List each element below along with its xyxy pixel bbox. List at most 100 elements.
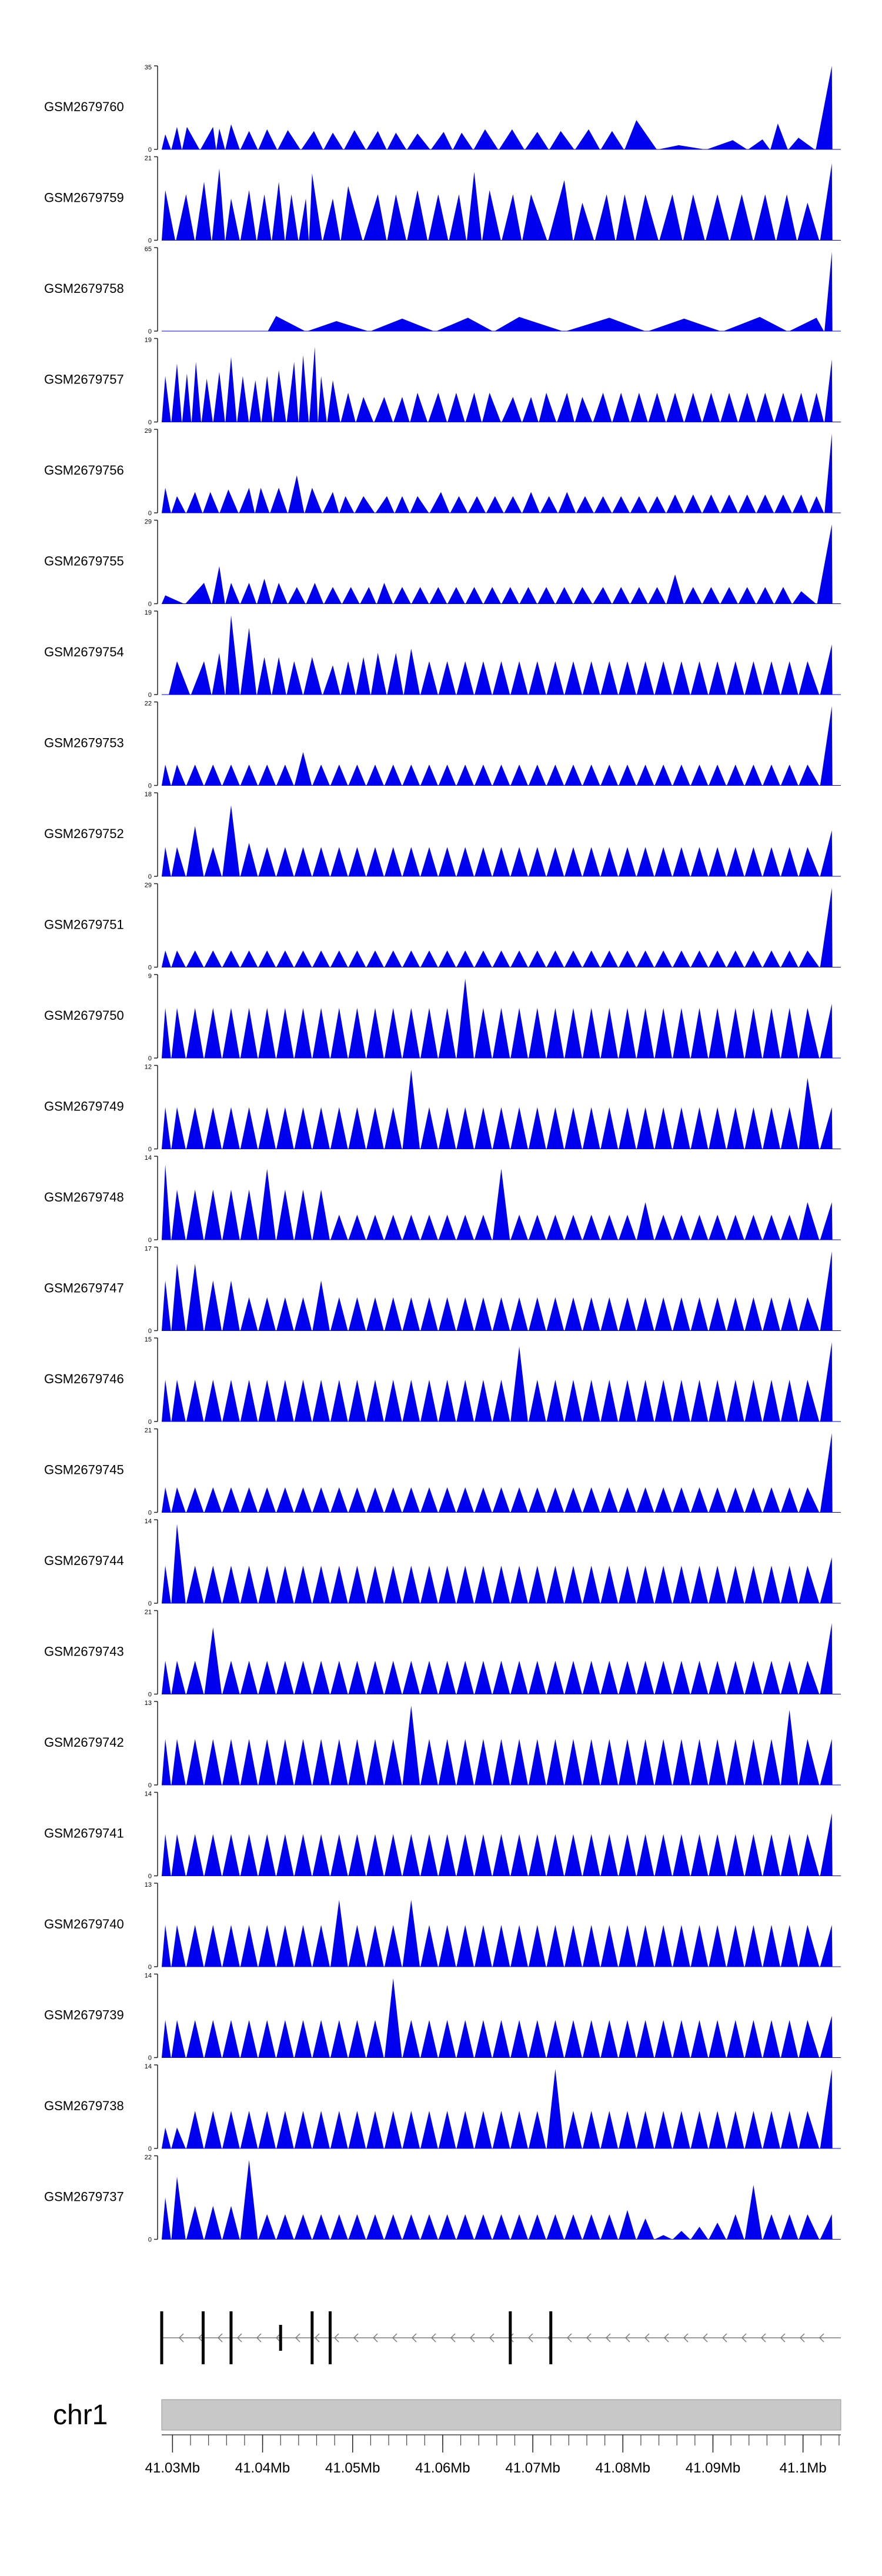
coverage-peak [564, 1566, 582, 1603]
coverage-peak [402, 2214, 420, 2240]
coverage-peak [204, 1007, 222, 1058]
coverage-peak [258, 1169, 276, 1240]
coverage-peak [294, 1380, 312, 1422]
coverage-peak [330, 950, 348, 967]
coverage-peak [600, 950, 618, 967]
coverage-peak [204, 1280, 222, 1331]
coverage-peak [702, 587, 720, 604]
coverage-peak [420, 2214, 438, 2240]
coverage-peak [402, 847, 420, 876]
coverage-peak [636, 1739, 654, 1785]
coverage-peak [636, 1007, 654, 1058]
coverage-peak [510, 1297, 528, 1331]
coverage-peak [402, 1007, 420, 1058]
coverage-peak [186, 1107, 204, 1149]
coverage-peak [225, 198, 240, 241]
coverage-peak [429, 492, 450, 513]
coverage-peak [594, 496, 612, 513]
coverage-peak [420, 1739, 438, 1785]
coverage-peak [348, 1007, 366, 1058]
coverage-peak [366, 1107, 384, 1149]
coverage-peak [475, 1925, 492, 1967]
coverage-peak [630, 392, 648, 422]
coverage-peak [727, 765, 744, 786]
coverage-peak [294, 847, 312, 876]
coverage-peak [162, 2127, 171, 2148]
coverage-peak [385, 1834, 402, 1876]
coverage-peak [763, 1107, 780, 1149]
coverage-peak [276, 1107, 294, 1149]
coverage-peak [522, 492, 540, 513]
coverage-peak [294, 950, 312, 967]
strand-arrow [198, 2333, 203, 2343]
coverage-peak [162, 595, 184, 604]
coverage-peak [366, 1660, 384, 1694]
coverage-peak [438, 2214, 456, 2240]
coverage-peak [201, 378, 213, 422]
coverage-peak [820, 644, 833, 695]
coverage-peak [744, 1297, 763, 1331]
coverage-peak [510, 2020, 528, 2058]
coverage-peak [763, 1925, 780, 1967]
coverage-peak [473, 129, 498, 149]
y-axis-min-label: 0 [148, 1964, 152, 1971]
coverage-peak [510, 1214, 528, 1240]
coverage-peak [648, 392, 666, 422]
coverage-peak [709, 661, 726, 695]
coverage-peak [475, 2214, 492, 2240]
coverage-peak [222, 1007, 240, 1058]
coverage-peak [162, 1566, 171, 1603]
coverage-peak [564, 950, 582, 967]
y-axis-min-label: 0 [148, 1328, 152, 1335]
coverage-peak [467, 172, 482, 241]
coverage-peak [539, 392, 556, 422]
coverage-peak [309, 346, 318, 422]
coverage-peak [204, 1487, 222, 1513]
coverage-peak [410, 392, 427, 422]
track-GSM2679745: GSM2679745 21 0 [44, 1427, 841, 1517]
coverage-peak [330, 1487, 348, 1513]
coverage-peak [330, 1739, 348, 1785]
coverage-peak [162, 1380, 171, 1422]
coverage-peak [420, 1214, 438, 1240]
coverage-peak [673, 1834, 690, 1876]
coverage-peak [475, 1007, 492, 1058]
coverage-peak [162, 1007, 171, 1058]
coverage-peak [222, 765, 240, 786]
coverage-peak [276, 1660, 294, 1694]
coverage-peak [583, 2111, 600, 2148]
coverage-peak [456, 1566, 474, 1603]
coverage-peak [816, 66, 833, 149]
coverage-peak [330, 1660, 348, 1694]
coverage-peak [619, 1380, 636, 1422]
coverage-peak [673, 1660, 690, 1694]
coverage-peak [824, 433, 833, 513]
strand-arrow [644, 2333, 650, 2343]
coverage-peak [799, 847, 820, 876]
strand-arrow [663, 2333, 669, 2343]
coverage-peak [510, 1834, 528, 1876]
coverage-peak [600, 1107, 618, 1149]
coverage-peak [529, 2111, 546, 2148]
coverage-peak [522, 194, 547, 241]
coverage-peak [402, 765, 420, 786]
coverage-peak [654, 847, 672, 876]
coverage-peak [763, 1380, 780, 1422]
coverage-peak [666, 574, 684, 604]
coverage-peak [690, 1214, 709, 1240]
coverage-peak [306, 583, 324, 604]
coverage-peak [438, 2111, 456, 2148]
coverage-peak [204, 1834, 222, 1876]
coverage-peak [356, 396, 373, 422]
coverage-peak [546, 1487, 564, 1513]
coverage-peak [171, 126, 182, 149]
coverage-peak [510, 2111, 528, 2148]
coverage-peak [456, 661, 474, 695]
coverage-peak [781, 847, 799, 876]
coverage-peak [456, 1739, 474, 1785]
strand-arrow [411, 2333, 417, 2343]
coverage-peak [456, 1487, 474, 1513]
coverage-peak [820, 830, 833, 876]
coverage-peak [727, 1007, 744, 1058]
coverage-peak [312, 2111, 330, 2148]
